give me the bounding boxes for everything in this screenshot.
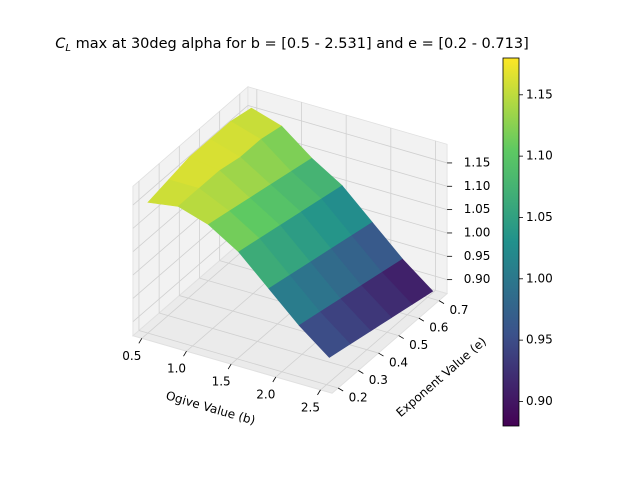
y-tick-label: 0.4 xyxy=(389,356,408,370)
tick-mark xyxy=(317,389,321,396)
y-tick-label: 0.7 xyxy=(449,303,468,317)
x-axis-label: Ogive Value (b) xyxy=(164,388,257,427)
z-tick-label: 1.15 xyxy=(464,155,491,169)
surface-facet xyxy=(298,311,351,358)
grid-line xyxy=(247,105,448,164)
y-tick-label: 0.6 xyxy=(429,321,448,335)
colorbar-tick-label: 0.95 xyxy=(526,333,553,347)
colorbar-tick-label: 0.90 xyxy=(526,394,553,408)
tick-mark xyxy=(418,317,425,322)
title-symbol: C xyxy=(55,36,66,52)
grid-line xyxy=(141,238,258,339)
colorbar-tick-label: 1.15 xyxy=(526,87,553,101)
tick-mark xyxy=(398,335,404,339)
colorbar xyxy=(503,58,519,426)
surface xyxy=(147,107,434,358)
colorbar-ticks: 0.90 0.95 1.00 1.05 1.10 1.15 xyxy=(502,57,553,427)
tick-mark xyxy=(183,351,187,357)
colorbar-tick-label: 1.00 xyxy=(526,271,553,285)
title-text: max at 30deg alpha for b = [0.5 - 2.531]… xyxy=(71,36,529,52)
tick-mark xyxy=(438,300,445,304)
title-subscript: L xyxy=(65,43,71,54)
grid-line xyxy=(320,289,436,391)
grid-line xyxy=(159,312,359,371)
tick-mark xyxy=(337,387,344,392)
z-tick-label: 0.95 xyxy=(464,249,491,263)
x-tick-label: 0.5 xyxy=(122,349,141,363)
chart-title: CL max at 30deg alpha for b = [0.5 - 2.5… xyxy=(55,36,528,54)
colorbar-frame xyxy=(502,57,520,427)
y-tick-label: 0.5 xyxy=(409,338,428,352)
z-tick-label: 0.90 xyxy=(464,272,491,286)
tick-mark xyxy=(358,370,364,374)
z-tick-label: 1.05 xyxy=(464,202,491,216)
grid-line xyxy=(138,330,339,389)
tick-mark xyxy=(272,376,277,383)
colorbar-tick-label: 1.05 xyxy=(526,210,553,224)
x-tick-label: 2.0 xyxy=(256,387,275,401)
y-tick-label: 0.2 xyxy=(349,390,368,404)
y-axis-label: Exponent Value (e) xyxy=(393,334,489,419)
colorbar-tick-label: 1.10 xyxy=(526,149,553,163)
x-tick-label: 1.5 xyxy=(212,375,231,389)
tick-mark xyxy=(138,338,143,344)
tick-mark xyxy=(378,352,384,357)
y-tick-label: 0.3 xyxy=(369,373,388,387)
tick-mark xyxy=(227,363,232,370)
x-tick-label: 2.5 xyxy=(301,400,320,414)
grid-line xyxy=(132,105,249,206)
z-tick-label: 1.00 xyxy=(464,225,491,239)
z-tick-label: 1.10 xyxy=(464,179,491,193)
x-tick-label: 1.0 xyxy=(167,362,186,376)
